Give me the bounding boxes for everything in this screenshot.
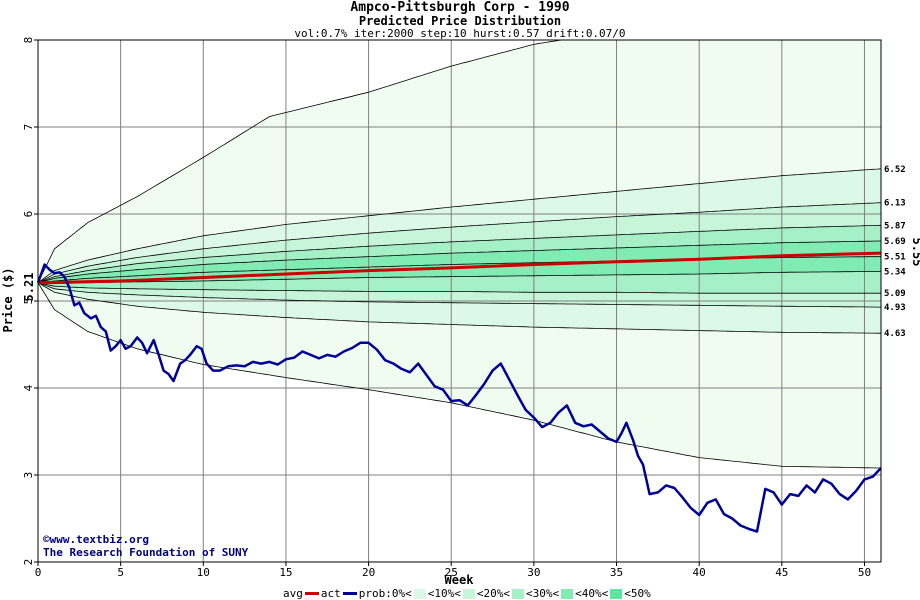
x-tick-label-5: 5 [117,566,124,579]
y-tick-label-7: 7 [22,124,35,131]
legend-band-swatch-3 [511,588,524,599]
credit-organization: The Research Foundation of SUNY [43,546,249,559]
percentile-curve-1 [37,168,882,284]
y-axis-label: Price ($) [1,267,15,332]
x-tick-label-50: 50 [858,566,871,579]
x-tick-label-0: 0 [35,566,42,579]
chart-params: vol:0.7% iter:2000 step:10 hurst:0.57 dr… [294,27,626,40]
percentile-end-label-5: 5.34 [884,267,906,277]
series-avg [37,251,882,285]
legend-band-label-4: <40%< [575,587,609,600]
y-tick-label-5: 5 [22,298,35,305]
x-tick-label-25: 25 [445,566,458,579]
percentile-end-label-8: 4.63 [884,329,906,339]
percentile-end-label-0: 6.52 [884,165,906,175]
x-tick-label-35: 35 [610,566,623,579]
percentile-curve-7 [37,282,881,294]
legend: avg act prob:0%< <10%< <20%< <30%< <40%<… [283,587,651,600]
y-tick-label-8: 8 [22,37,35,44]
data-series [36,251,882,533]
legend-band-label-2: <20%< [476,587,510,600]
percentile-curve-3 [37,224,882,284]
percentile-curve-2 [37,202,882,284]
percentile-curve-9 [37,282,881,334]
chart-subtitle: Predicted Price Distribution [358,14,562,28]
end-avg-label: 5.55 [910,238,920,267]
percentile-end-label-1: 6.13 [884,199,906,209]
legend-band-swatch-2 [462,588,475,599]
legend-avg-label: avg [283,587,303,600]
axes: 0 5 10 15 20 25 30 35 40 45 5023456786.526.135.875… [22,37,906,579]
x-tick-label-10: 10 [197,566,210,579]
series-act [36,263,882,533]
percentile-curve-6 [37,271,882,285]
percentile-end-label-4: 5.51 [884,253,906,263]
percentile-curve-8 [37,282,881,308]
legend-band-swatch-1 [413,588,426,599]
x-tick-label-45: 45 [775,566,788,579]
x-axis-label: Week [445,573,475,587]
x-tick-label-20: 20 [362,566,375,579]
legend-prob-label: prob:0%< [358,587,412,600]
legend-band-label-3: <30%< [525,587,560,600]
x-tick-label-30: 30 [527,566,540,579]
legend-act-label: act [320,587,341,600]
y-tick-label-2: 2 [22,559,35,566]
legend-band-label-1: <10%< [427,587,461,600]
percentile-curve-10 [37,282,881,469]
legend-band-label-5: <50% [624,587,651,600]
x-tick-label-40: 40 [693,566,706,579]
legend-band-swatch-4 [561,588,574,599]
start-value-label: 5.21 [22,273,36,302]
percentile-curves [37,39,882,469]
y-tick-label-6: 6 [22,211,35,218]
x-tick-label-15: 15 [279,566,292,579]
prob-band-4 [38,241,881,284]
percentile-end-label-6: 5.09 [884,289,906,299]
y-tick-label-3: 3 [22,472,35,479]
legend-avg-swatch [304,592,319,595]
legend-act-swatch [342,592,357,595]
chart-title: Ampco-Pittsburgh Corp - 1990 [350,0,570,15]
legend-band-swatch-5 [610,588,623,599]
percentile-end-label-7: 4.93 [884,303,906,313]
percentile-curve-4 [37,240,881,284]
credit-website: ©www.textbiz.org [43,533,149,546]
y-tick-label-4: 4 [22,384,35,391]
percentile-end-label-3: 5.69 [884,237,906,247]
percentile-end-label-2: 5.87 [884,221,906,231]
